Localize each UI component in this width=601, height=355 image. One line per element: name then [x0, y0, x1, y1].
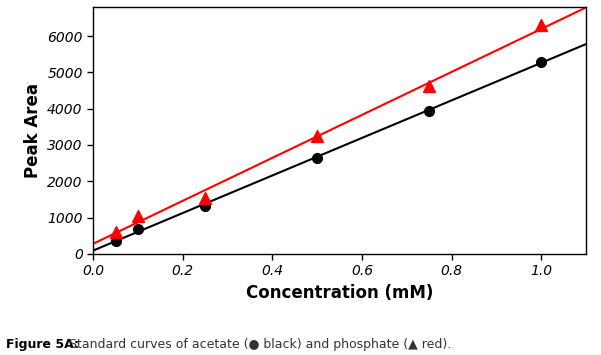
Text: Figure 5A:: Figure 5A:: [6, 338, 79, 351]
X-axis label: Concentration (mM): Concentration (mM): [246, 284, 433, 302]
Text: Standard curves of acetate (● black) and phosphate (▲ red).: Standard curves of acetate (● black) and…: [65, 338, 451, 351]
Y-axis label: Peak Area: Peak Area: [23, 83, 41, 178]
